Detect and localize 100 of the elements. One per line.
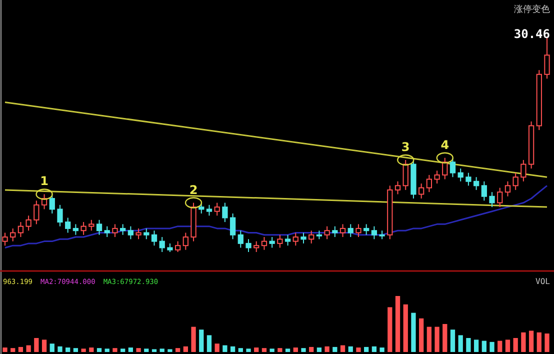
candlestick xyxy=(426,174,432,193)
bar xyxy=(498,340,502,352)
bar xyxy=(214,344,220,352)
candlestick xyxy=(174,240,181,252)
bar xyxy=(183,346,188,352)
candlestick xyxy=(277,234,283,248)
candlestick xyxy=(112,224,118,238)
bar xyxy=(96,348,102,352)
bar xyxy=(395,296,400,352)
candlestick xyxy=(206,204,212,216)
candlestick xyxy=(348,224,354,238)
bar xyxy=(426,326,432,352)
bar xyxy=(262,348,267,352)
candlestick xyxy=(364,224,370,236)
bar xyxy=(222,345,228,352)
annotation: 4 xyxy=(440,138,450,152)
candlestick xyxy=(481,180,487,202)
candlestick xyxy=(104,226,110,238)
candlestick xyxy=(254,240,260,252)
bar xyxy=(348,346,353,352)
candlestick xyxy=(269,236,275,248)
text: 涨停变色 xyxy=(514,4,550,15)
bar xyxy=(442,324,448,352)
candlestick xyxy=(300,232,306,244)
bar xyxy=(309,346,314,352)
bar xyxy=(89,348,94,352)
candlestick xyxy=(96,219,102,236)
bar xyxy=(42,340,47,352)
candlestick xyxy=(356,224,362,238)
bar xyxy=(490,342,494,352)
candlestick xyxy=(120,224,126,236)
candlestick xyxy=(18,222,24,238)
bar xyxy=(285,348,290,352)
candlestick xyxy=(489,192,495,208)
bar xyxy=(474,340,479,352)
candlestick xyxy=(292,232,298,246)
candlestick xyxy=(520,159,526,182)
candlestick xyxy=(72,224,79,236)
bar xyxy=(270,348,274,352)
candlestick xyxy=(466,172,472,186)
bar xyxy=(316,348,322,352)
candlestick xyxy=(34,200,40,225)
candlestick xyxy=(246,238,252,252)
candlestick xyxy=(151,230,158,246)
bar xyxy=(152,349,157,352)
candlestick xyxy=(473,176,480,190)
candlestick xyxy=(182,232,188,250)
bar xyxy=(191,326,196,352)
annotation: 3 xyxy=(401,140,410,154)
bar xyxy=(230,346,236,352)
candlestick xyxy=(442,157,448,180)
candlestick xyxy=(88,219,94,232)
bar xyxy=(301,348,306,352)
bar xyxy=(388,307,392,352)
bar xyxy=(458,335,463,352)
bar xyxy=(340,345,346,352)
bar xyxy=(168,349,172,352)
bar xyxy=(544,334,550,352)
bar xyxy=(293,348,298,352)
candlestick xyxy=(144,228,150,240)
bar xyxy=(434,326,440,352)
bar xyxy=(50,344,54,352)
candlestick xyxy=(284,234,291,246)
candlestick xyxy=(332,226,338,238)
candlestick xyxy=(49,194,55,214)
bar xyxy=(466,338,471,352)
bar xyxy=(246,348,251,352)
candlestick xyxy=(402,159,408,190)
candlestick xyxy=(159,236,165,252)
bar xyxy=(2,348,8,352)
bar xyxy=(26,345,31,352)
candlestick xyxy=(238,230,244,248)
candlestick xyxy=(261,236,268,250)
bar xyxy=(206,335,212,352)
bar xyxy=(199,330,204,352)
candlestick xyxy=(371,226,378,240)
bar xyxy=(175,348,180,352)
bar xyxy=(505,340,510,352)
bar xyxy=(104,348,110,352)
bar xyxy=(482,340,486,352)
candlestick xyxy=(2,232,8,246)
candlestick xyxy=(544,38,550,80)
bar xyxy=(332,346,338,352)
candlestick xyxy=(394,180,401,195)
bar xyxy=(136,348,141,352)
candlestick xyxy=(324,226,330,240)
bar xyxy=(112,348,118,352)
bar xyxy=(18,346,24,352)
bar xyxy=(411,312,416,352)
bar xyxy=(238,348,243,352)
candlestick xyxy=(57,204,63,227)
bar xyxy=(58,346,62,352)
bar xyxy=(10,348,16,352)
candlestick xyxy=(512,172,518,190)
bar xyxy=(418,318,424,352)
bar xyxy=(144,348,149,352)
candlestick xyxy=(497,187,503,208)
bar xyxy=(372,346,377,352)
bar xyxy=(380,348,384,352)
bar xyxy=(254,348,259,352)
